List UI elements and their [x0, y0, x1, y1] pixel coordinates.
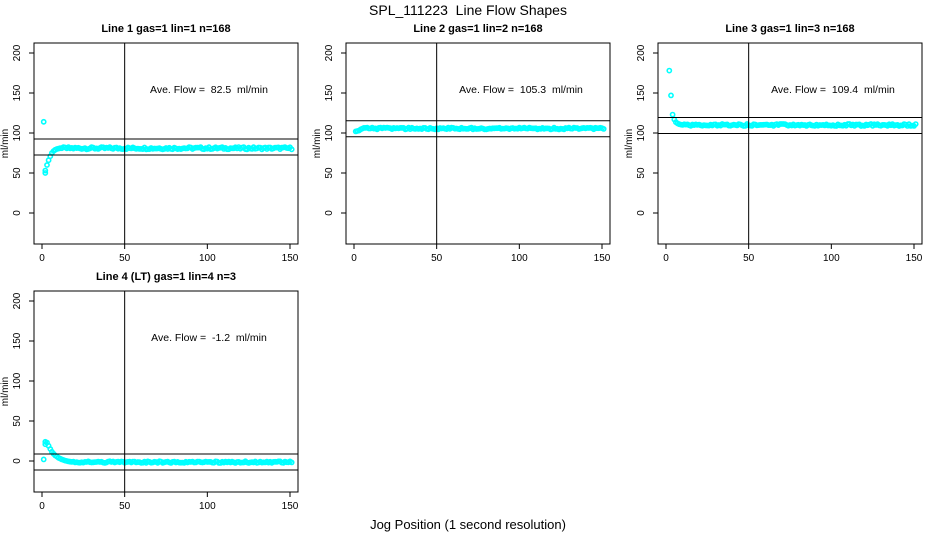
- svg-text:0: 0: [39, 501, 45, 512]
- subplot-line-2: 0 50 100 150 0 50 100 150 200 ml/min Line 2 gas=1…: [312, 20, 624, 268]
- svg-text:0: 0: [663, 253, 669, 264]
- subplot-line-2-ave-flow-label: Ave. Flow = 105.3 ml/min: [459, 84, 583, 96]
- svg-text:50: 50: [743, 253, 755, 264]
- svg-text:150: 150: [594, 253, 611, 264]
- svg-text:50: 50: [119, 501, 131, 512]
- svg-text:50: 50: [12, 415, 23, 427]
- subplot-line-3-ave-flow-label: Ave. Flow = 109.4 ml/min: [771, 84, 895, 96]
- svg-text:150: 150: [324, 84, 335, 101]
- subplot-line-4-title: Line 4 (LT) gas=1 lin=4 n=3: [95, 271, 237, 283]
- subplot-line-2-title: Line 2 gas=1 lin=2 n=168: [413, 23, 543, 35]
- subplot-line-3-title: Line 3 gas=1 lin=3 n=168: [725, 23, 855, 35]
- svg-text:150: 150: [282, 253, 299, 264]
- svg-text:ml/min: ml/min: [312, 129, 323, 158]
- subplot-line-3: 0 50 100 150 0 50 100 150 200 ml/min Line 3 gas=1…: [624, 20, 936, 268]
- svg-text:0: 0: [39, 253, 45, 264]
- svg-text:50: 50: [636, 167, 647, 179]
- svg-text:ml/min: ml/min: [0, 377, 11, 406]
- svg-text:150: 150: [636, 84, 647, 101]
- svg-text:0: 0: [351, 253, 357, 264]
- svg-text:50: 50: [431, 253, 443, 264]
- svg-text:100: 100: [636, 124, 647, 141]
- svg-text:100: 100: [823, 253, 840, 264]
- main-title: SPL_111223 Line Flow Shapes: [369, 2, 567, 18]
- subplot-line-2-plot-area: 0 50 100 150 0 50 100 150 200 ml/min: [312, 42, 611, 264]
- svg-text:ml/min: ml/min: [624, 129, 635, 158]
- svg-text:0: 0: [636, 210, 647, 216]
- subplot-line-3-plot-area: 0 50 100 150 0 50 100 150 200 ml/min: [624, 42, 923, 264]
- svg-text:150: 150: [12, 332, 23, 349]
- svg-text:100: 100: [199, 501, 216, 512]
- subplot-line-1-title: Line 1 gas=1 lin=1 n=168: [101, 23, 231, 35]
- subplot-line-4-plot-area: 0 50 100 150 0 50 100 150 200 ml/min: [0, 290, 299, 512]
- subplot-line-1-plot-area: 0 50 100 150 0 50 100 150 200 ml/min: [0, 42, 299, 264]
- svg-text:200: 200: [12, 292, 23, 309]
- svg-text:0: 0: [12, 210, 23, 216]
- svg-text:200: 200: [636, 44, 647, 61]
- subplot-line-4: 0 50 100 150 0 50 100 150 200 ml/min Line 4 (LT) …: [0, 268, 312, 516]
- subplot-line-4-ave-flow-label: Ave. Flow = -1.2 ml/min: [151, 332, 267, 344]
- svg-text:0: 0: [12, 458, 23, 464]
- svg-text:0: 0: [324, 210, 335, 216]
- svg-text:100: 100: [511, 253, 528, 264]
- svg-text:50: 50: [119, 253, 131, 264]
- svg-text:200: 200: [12, 44, 23, 61]
- x-axis-label: Jog Position (1 second resolution): [370, 517, 566, 532]
- svg-text:100: 100: [12, 124, 23, 141]
- svg-text:150: 150: [12, 84, 23, 101]
- svg-text:50: 50: [12, 167, 23, 179]
- svg-text:ml/min: ml/min: [0, 129, 11, 158]
- subplot-line-1-ave-flow-label: Ave. Flow = 82.5 ml/min: [150, 84, 268, 96]
- svg-text:50: 50: [324, 167, 335, 179]
- svg-text:200: 200: [324, 44, 335, 61]
- svg-text:100: 100: [324, 124, 335, 141]
- svg-text:150: 150: [282, 501, 299, 512]
- svg-text:150: 150: [906, 253, 923, 264]
- svg-text:100: 100: [12, 372, 23, 389]
- svg-text:100: 100: [199, 253, 216, 264]
- subplot-line-1: 0 50 100 150 0 50 100 150 200 ml/min Line 1 gas=1…: [0, 20, 312, 268]
